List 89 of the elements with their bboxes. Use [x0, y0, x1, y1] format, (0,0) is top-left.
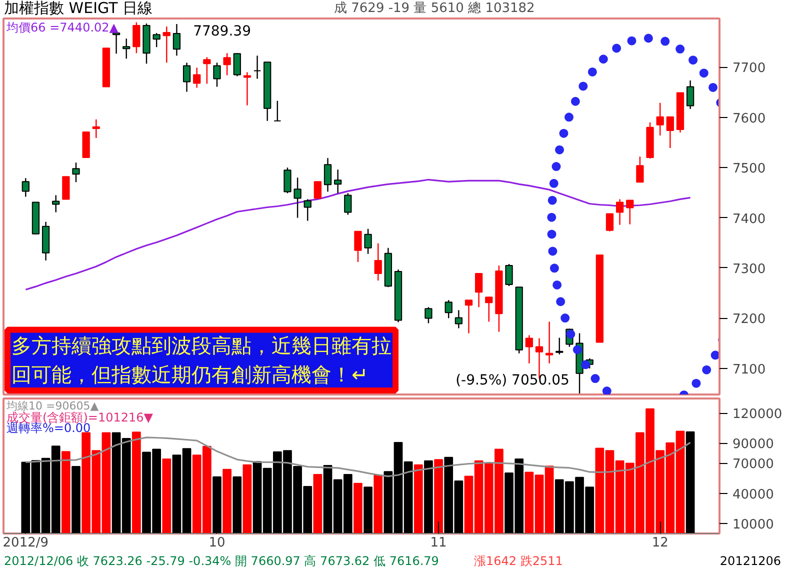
y-tick-label: 7700	[732, 61, 766, 76]
candlestick	[233, 52, 241, 77]
candlestick	[444, 300, 452, 319]
bar	[242, 464, 252, 534]
candlestick	[294, 177, 302, 218]
candlestick	[454, 310, 462, 329]
bar	[364, 486, 372, 534]
candlestick	[505, 263, 513, 287]
candlestick	[213, 62, 221, 88]
bar	[162, 458, 172, 534]
candlestick	[485, 296, 493, 322]
bar	[686, 431, 695, 534]
text: 20121206	[720, 553, 781, 570]
bar	[434, 459, 443, 534]
y-tick-label: 7400	[732, 212, 766, 227]
annotation: (-9.5%) 7050.05	[456, 372, 570, 388]
y-tick-label: 120000	[732, 407, 782, 422]
bar	[62, 451, 70, 534]
candlestick	[182, 62, 191, 92]
candlestick	[374, 242, 382, 282]
text: 成 7629 -19 量 5610 總 103182	[334, 0, 535, 17]
candlestick	[62, 176, 70, 200]
x-tick-label: 11	[430, 536, 447, 550]
bar	[354, 482, 362, 534]
candlestick	[324, 157, 332, 192]
y-tick-label: 7300	[732, 262, 766, 277]
bar	[232, 476, 242, 534]
candlestick	[304, 198, 312, 222]
candlestick	[636, 156, 644, 183]
y-tick-label: 7600	[732, 111, 766, 126]
x-tick-label: 10	[208, 536, 226, 550]
candlestick	[132, 22, 140, 54]
chart-title: 加權指數 WEIGT 日線	[4, 0, 153, 17]
candlestick	[464, 300, 473, 334]
candlestick	[656, 102, 664, 136]
candlestick	[666, 116, 674, 149]
x-tick-label: 2012/9	[2, 536, 49, 550]
candlestick	[606, 213, 614, 232]
candlestick	[162, 26, 170, 64]
candlestick	[424, 306, 432, 324]
candlestick	[626, 200, 634, 225]
candlestick	[243, 72, 252, 106]
candlestick	[474, 272, 483, 308]
candlestick	[203, 56, 211, 84]
y-tick-label: 7500	[732, 162, 766, 177]
candlestick	[545, 321, 554, 364]
text: 漲1642 跌2511	[474, 553, 563, 570]
candlestick	[72, 162, 80, 183]
candlestick	[193, 67, 201, 88]
candlestick	[314, 181, 322, 199]
candlestick	[92, 118, 100, 139]
bar	[132, 432, 141, 534]
line-series	[24, 436, 692, 478]
x-tick-label: 12	[652, 536, 668, 550]
bar	[414, 464, 423, 534]
candlestick	[52, 194, 60, 213]
y-tick-label: 7200	[732, 312, 766, 328]
text: 2012/12/06 收 7623.26 -25.79 -0.34% 開 7660.97 高 7673.62 低 7616.79	[4, 553, 439, 570]
annotation: 7789.39	[193, 24, 251, 40]
text: 均線10 =90605▲	[6, 399, 100, 412]
candlestick	[344, 192, 352, 216]
y-tick-label: 90000	[732, 437, 774, 452]
annotation: 多方持續強攻點到波段高點，近幾日雖有拉回可能，但指數近期仍有創新高機會！↵	[12, 334, 392, 386]
candlestick	[364, 228, 372, 255]
candlestick	[152, 32, 160, 48]
candlestick	[223, 52, 231, 76]
y-tick-label: 40000	[732, 487, 774, 502]
candlestick	[22, 178, 30, 198]
candlestick	[274, 100, 282, 122]
y-tick-label: 10000	[732, 517, 774, 532]
candlestick	[122, 38, 130, 60]
bar	[374, 474, 383, 534]
bar	[313, 474, 322, 534]
bar	[72, 466, 80, 534]
candlestick	[284, 166, 292, 194]
bar	[424, 460, 433, 534]
text: 均價66 =7440.02▲	[6, 20, 120, 34]
line-series	[24, 178, 692, 290]
candlestick	[253, 55, 262, 80]
candlestick	[525, 334, 533, 364]
y-tick-label: 7100	[732, 362, 766, 378]
candlestick	[556, 337, 564, 355]
y-tick-label: 70000	[732, 457, 774, 472]
candlestick	[686, 80, 694, 110]
candlestick	[616, 198, 624, 226]
candlestick	[172, 23, 181, 56]
candlestick	[354, 230, 362, 263]
candlestick	[334, 169, 342, 194]
bar	[222, 468, 232, 534]
